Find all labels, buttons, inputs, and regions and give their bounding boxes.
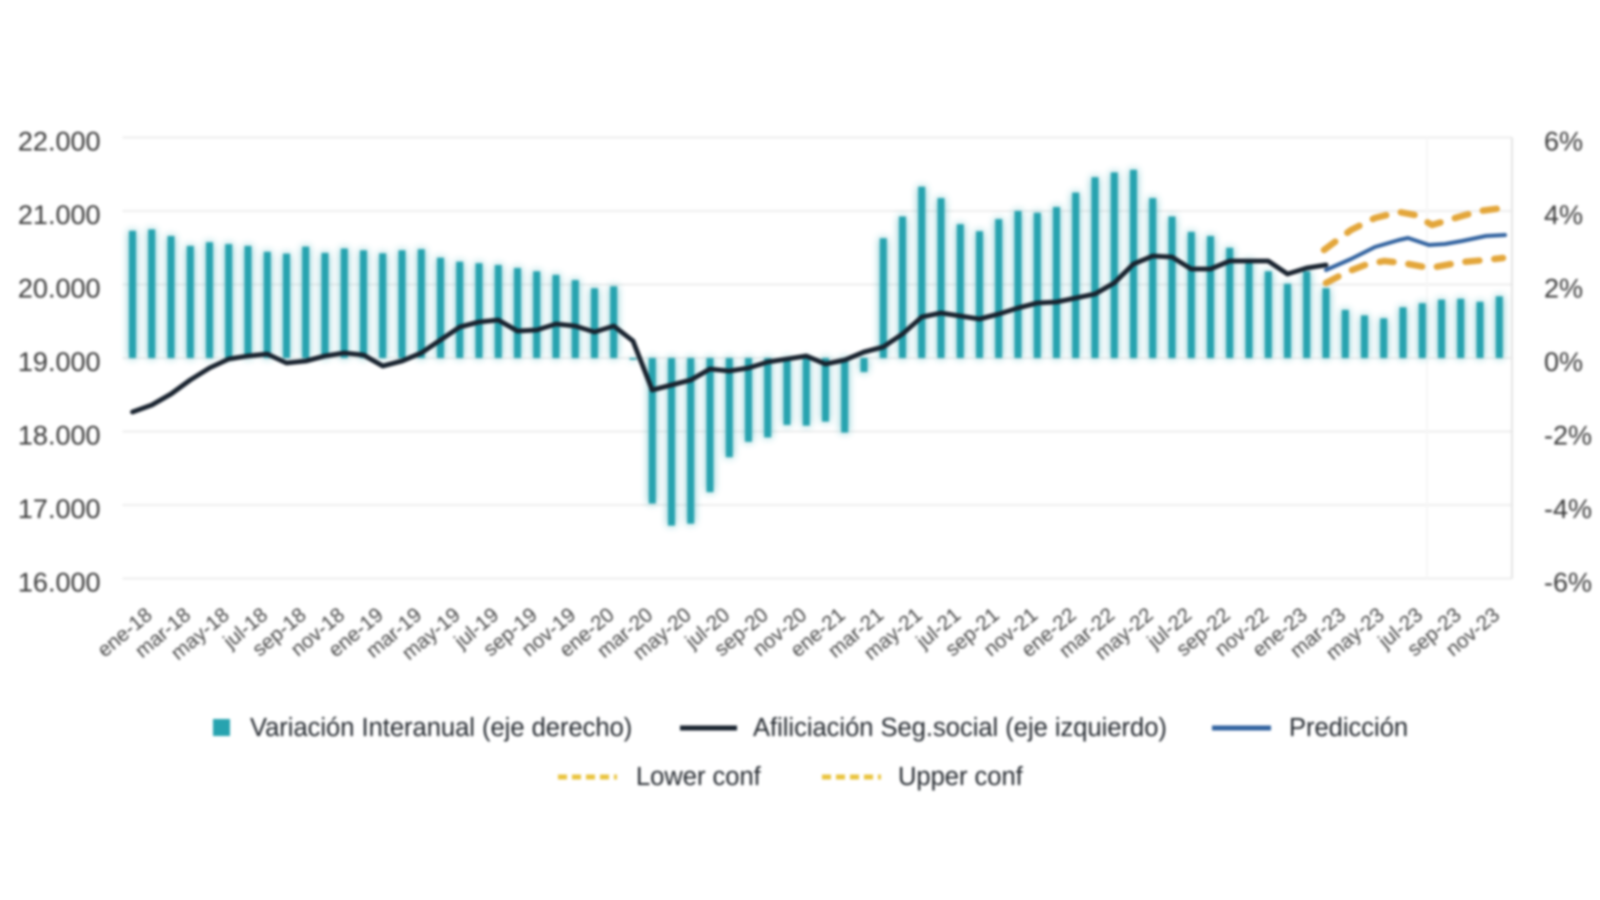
svg-text:4%: 4%	[1544, 200, 1583, 230]
svg-text:19.000: 19.000	[18, 347, 101, 377]
svg-text:16.000: 16.000	[18, 568, 101, 598]
svg-text:Variación Interanual (eje dere: Variación Interanual (eje derecho)	[250, 714, 632, 742]
svg-text:Upper conf: Upper conf	[898, 763, 1024, 791]
svg-text:17.000: 17.000	[18, 494, 101, 524]
svg-text:Lower conf: Lower conf	[636, 763, 762, 791]
svg-text:-2%: -2%	[1544, 421, 1592, 451]
svg-text:6%: 6%	[1544, 127, 1583, 157]
svg-text:Predicción: Predicción	[1289, 714, 1408, 742]
svg-text:-4%: -4%	[1544, 494, 1592, 524]
svg-text:2%: 2%	[1544, 274, 1583, 304]
svg-text:21.000: 21.000	[18, 200, 101, 230]
svg-text:18.000: 18.000	[18, 421, 101, 451]
svg-text:22.000: 22.000	[18, 127, 101, 157]
svg-text:20.000: 20.000	[18, 274, 101, 304]
svg-text:0%: 0%	[1544, 347, 1583, 377]
svg-text:Afiliciación Seg.social (eje i: Afiliciación Seg.social (eje izquierdo)	[753, 714, 1167, 742]
svg-text:-6%: -6%	[1544, 568, 1592, 598]
